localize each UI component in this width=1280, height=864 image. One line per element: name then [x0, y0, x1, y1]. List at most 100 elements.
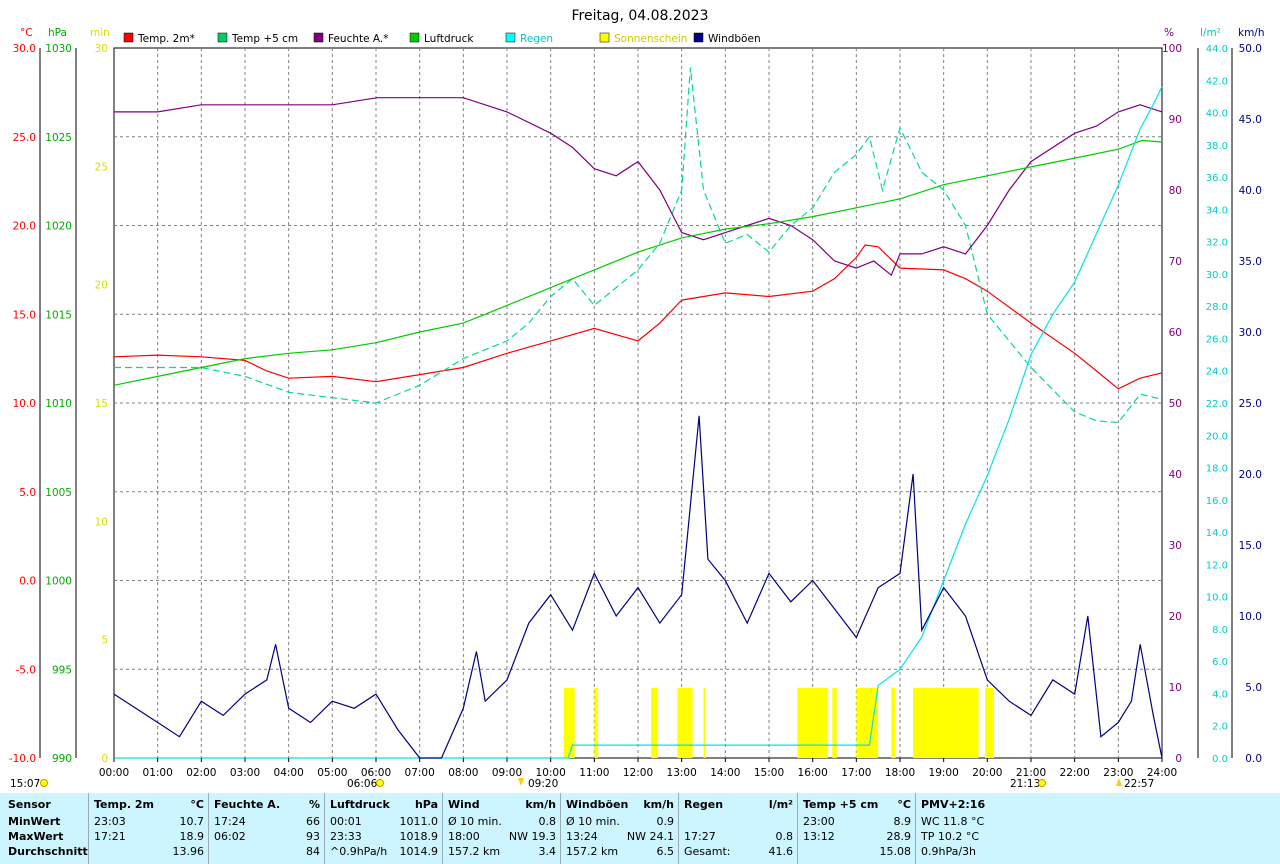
stats-section: Regen l/m² 17:27 0.8 Gesamt: 41.6 [678, 793, 798, 864]
stats-row: 18:00 NW 19.3 [448, 830, 556, 845]
rain-tick-label: 14.0 [1206, 528, 1228, 539]
stats-row: 84 [214, 845, 320, 860]
x-tick-label: 16:00 [798, 767, 828, 779]
stats-row: 0.9hPa/3h [921, 845, 1111, 860]
stats-row-label: Sensor [8, 798, 51, 811]
stats-value: 0.9hPa/3h [921, 845, 977, 858]
wind-tick-label: 5.0 [1245, 682, 1262, 694]
x-tick-label: 08:00 [448, 767, 478, 779]
x-tick-label: 11:00 [579, 767, 609, 779]
stats-row: ^0.9hPa/h 1014.9 [330, 845, 438, 860]
rain-tick-label: 28.0 [1206, 302, 1228, 313]
stats-section-title: Windböen [566, 798, 629, 811]
x-tick-label: 17:00 [841, 767, 871, 779]
legend-swatch [313, 32, 324, 43]
rain-tick-label: 26.0 [1206, 334, 1228, 345]
stats-value: 3.4 [538, 845, 557, 858]
stats-row: 13:12 28.9 [803, 830, 911, 845]
sunshine-bar [703, 688, 706, 758]
x-tick-label: 15:00 [754, 767, 784, 779]
wind-unit: km/h [1238, 27, 1265, 39]
stats-value: 23:03 [94, 815, 126, 828]
rain-tick-label: 40.0 [1206, 109, 1228, 120]
left-time-label: 15:07 [10, 778, 40, 790]
stats-section: Feuchte A.% 17:24 66 06:02 93 84 [208, 793, 325, 864]
humidity-tick-label: 30 [1169, 540, 1182, 552]
chart-title: Freitag, 04.08.2023 [572, 8, 709, 24]
pressure-tick-label: 1020 [45, 221, 72, 233]
stats-section-unit: km/h [643, 798, 674, 811]
rain-tick-label: 38.0 [1206, 141, 1228, 152]
sunshine-bar [856, 688, 879, 758]
legend-swatch [409, 32, 420, 43]
humidity-tick-label: 100 [1162, 43, 1182, 55]
stats-row-label: Durchschnitt [8, 845, 88, 858]
stats-value: TP 10.2 °C [921, 830, 980, 843]
stats-row: 157.2 km 6.5 [566, 845, 674, 860]
sun-tick-label: 15 [95, 398, 108, 410]
stats-value: 13:12 [803, 830, 835, 843]
series-line-0 [113, 244, 1163, 390]
humidity-tick-label: 50 [1169, 398, 1182, 410]
stats-value: 17:24 [214, 815, 246, 828]
temp-tick-label: 15.0 [13, 309, 36, 321]
stats-value: 15.08 [879, 845, 912, 858]
temp-tick-label: 25.0 [13, 132, 36, 144]
x-tick-label: 23:00 [1103, 767, 1133, 779]
stats-section-title: Regen [684, 798, 724, 811]
stats-section: Temp. 2m °C 23:03 10.7 17:21 18.9 13.96 [88, 793, 209, 864]
sun-icon [1038, 779, 1046, 787]
humidity-tick-label: 90 [1169, 114, 1182, 126]
stats-row-labels: Sensor MinWert MaxWert Durchschnitt [0, 793, 88, 864]
temp-tick-label: 20.0 [13, 221, 36, 233]
x-tick-label: 12:00 [623, 767, 653, 779]
midday-marker-icon [518, 778, 524, 786]
x-tick-label: 04:00 [274, 767, 304, 779]
sunshine-bar [563, 688, 575, 758]
sun-tick-label: 0 [101, 753, 108, 765]
stats-row: WC 11.8 °C [921, 815, 1111, 830]
legend-swatch [599, 32, 610, 43]
stats-row: 23:03 10.7 [94, 815, 204, 830]
pressure-unit: hPa [48, 27, 67, 39]
x-tick-label: 10:00 [536, 767, 566, 779]
sunshine-bar [651, 688, 658, 758]
stats-row: Ø 10 min. 0.8 [448, 815, 556, 830]
stats-section: Luftdruck hPa 00:01 1011.0 23:33 1018.9 ^0.9hP… [324, 793, 443, 864]
stats-row: 17:24 66 [214, 815, 320, 830]
time-markers: 15:07 06:06 09:20 21:13 22:57 [10, 778, 1154, 790]
weather-chart: Freitag, 04.08.2023 Temp. 2m* Temp +5 cm F… [9, 8, 1265, 790]
stats-value: 84 [306, 845, 320, 858]
rain-tick-label: 6.0 [1212, 657, 1228, 668]
temp-tick-label: -10.0 [9, 753, 36, 765]
legend-label: Windböen [708, 33, 761, 45]
stats-row: 157.2 km 3.4 [448, 845, 556, 860]
stats-row [684, 815, 793, 830]
humidity-tick-label: 80 [1169, 185, 1182, 197]
stats-value: 8.9 [893, 815, 912, 828]
x-tick-label: 07:00 [405, 767, 435, 779]
temp-tick-label: 10.0 [13, 398, 36, 410]
x-tick-label: 00:00 [99, 767, 129, 779]
stats-value: 1018.9 [399, 830, 439, 843]
sun-tick-label: 25 [95, 161, 108, 173]
stats-row: 00:01 1011.0 [330, 815, 438, 830]
stats-section-title: Luftdruck [330, 798, 390, 811]
midday-label: 09:20 [528, 778, 558, 790]
rain-tick-label: 36.0 [1206, 173, 1228, 184]
humidity-unit: % [1164, 27, 1174, 39]
stats-section-title: Temp +5 cm [803, 798, 879, 811]
pressure-tick-label: 1025 [45, 132, 72, 144]
x-tick-label: 22:00 [1060, 767, 1090, 779]
stats-row: 17:27 0.8 [684, 830, 793, 845]
stats-row: Ø 10 min. 0.9 [566, 815, 674, 830]
stats-row: 17:21 18.9 [94, 830, 204, 845]
wind-tick-label: 15.0 [1239, 540, 1262, 552]
pressure-tick-label: 1015 [45, 309, 72, 321]
pressure-tick-label: 1030 [45, 43, 72, 55]
stats-value: 13.96 [172, 845, 205, 858]
stats-section-unit: l/m² [768, 798, 793, 811]
stats-value: 0.9 [656, 815, 675, 828]
stats-row: 06:02 93 [214, 830, 320, 845]
sun-tick-label: 20 [95, 280, 108, 292]
